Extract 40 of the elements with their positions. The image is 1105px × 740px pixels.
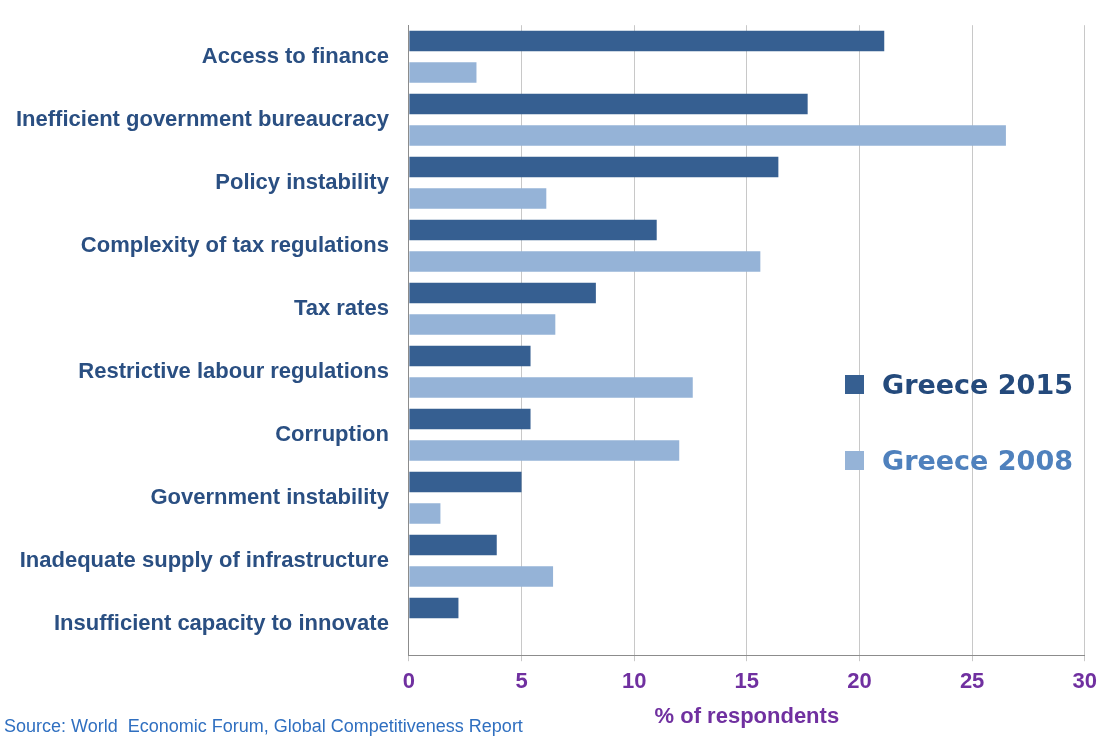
- bar: [409, 534, 497, 556]
- x-tick-label: 10: [621, 668, 647, 694]
- bar: [409, 219, 657, 241]
- bar: [409, 156, 779, 178]
- bar: [409, 597, 459, 619]
- source-note: Source: World Economic Forum, Global Competitiveness Report: [4, 715, 523, 736]
- bar: [409, 188, 547, 209]
- y-tick-label: Government instability: [150, 483, 390, 509]
- y-tick-label: Restrictive labour regulations: [78, 357, 389, 383]
- y-tick-label: Access to finance: [201, 42, 389, 68]
- legend-label: Greece 2008: [882, 444, 1073, 476]
- bar: [409, 345, 531, 367]
- y-tick-label: Complexity of tax regulations: [80, 231, 389, 257]
- bar: [409, 408, 531, 430]
- bar: [409, 30, 885, 52]
- y-tick-label: Policy instability: [215, 168, 390, 194]
- y-tick-label: Insufficient capacity to innovate: [53, 609, 389, 635]
- bar: [409, 471, 522, 493]
- x-tick-label: 5: [515, 668, 528, 694]
- x-tick-label: 15: [734, 668, 760, 694]
- bar: [409, 503, 441, 524]
- bar: [409, 282, 596, 304]
- bar: [409, 125, 1006, 146]
- x-tick-label: 0: [402, 668, 416, 694]
- y-tick-label: Inadequate supply of infrastructure: [19, 546, 389, 572]
- x-tick-label: 20: [847, 668, 872, 694]
- bar: [409, 377, 693, 398]
- x-axis-title: % of respondents: [654, 702, 840, 728]
- bar: [409, 440, 680, 461]
- y-tick-label: Inefficient government bureaucracy: [15, 105, 390, 131]
- bar: [409, 93, 808, 115]
- bar: [409, 62, 477, 83]
- bar: [409, 566, 554, 587]
- x-tick-label: 25: [959, 668, 985, 694]
- y-tick-label: Corruption: [275, 420, 389, 446]
- x-tick-label: 30: [1072, 668, 1098, 694]
- y-tick-label: Tax rates: [293, 294, 389, 320]
- legend-label: Greece 2015: [882, 368, 1073, 400]
- bar: [409, 314, 556, 335]
- bar: [409, 251, 761, 272]
